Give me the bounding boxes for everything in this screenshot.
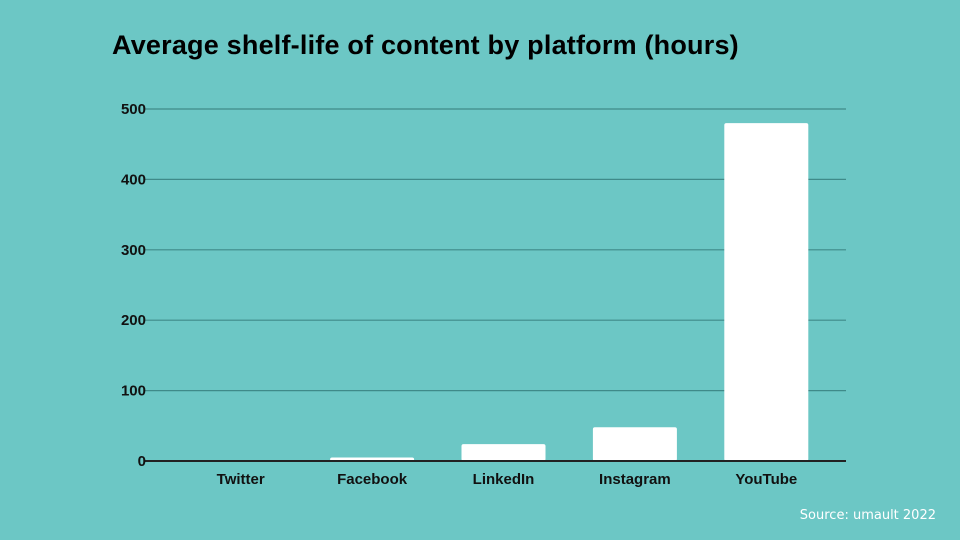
x-tick-label: Instagram: [599, 471, 671, 488]
y-tick-label: 300: [121, 242, 146, 259]
x-tick-label: Facebook: [337, 471, 408, 488]
source-note: Source: umault 2022: [799, 508, 936, 523]
y-tick-label: 200: [121, 312, 146, 329]
y-tick-label: 0: [138, 453, 146, 470]
x-tick-label: Twitter: [217, 471, 265, 488]
bar-linkedin: [461, 444, 546, 461]
chart-title: Average shelf-life of content by platfor…: [112, 30, 739, 60]
x-tick-labels: Twitter Facebook LinkedIn Instagram YouTube: [217, 471, 798, 488]
bar-youtube: [724, 123, 809, 461]
x-tick-label: LinkedIn: [473, 471, 535, 488]
y-tick-label: 400: [121, 171, 146, 188]
y-tick-labels: 0 100 200 300 400 500: [121, 101, 146, 470]
y-tick-label: 500: [121, 101, 146, 118]
bars: [198, 123, 809, 461]
bar-instagram: [592, 427, 677, 461]
y-tick-label: 100: [121, 383, 146, 400]
x-tick-label: YouTube: [735, 471, 797, 488]
